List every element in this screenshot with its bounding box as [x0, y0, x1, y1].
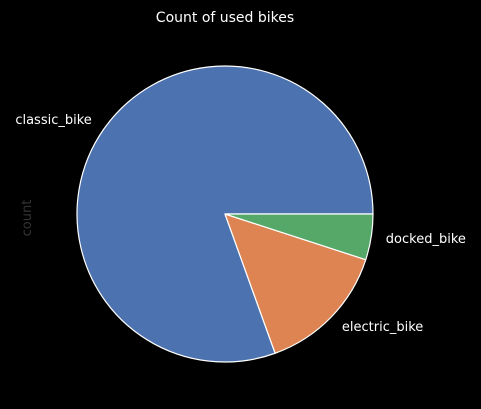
- y-axis-label: count: [20, 200, 35, 237]
- pie-slice-docked-bike: [224, 213, 374, 261]
- slice-label-electric-bike: electric_bike: [342, 320, 423, 335]
- pie-labels: classic_bike electric_bike docked_bike: [15, 113, 466, 335]
- chart-title: Count of used bikes: [156, 10, 294, 26]
- pie-slices: [76, 65, 374, 363]
- slice-label-classic-bike: classic_bike: [15, 113, 91, 128]
- slice-label-docked-bike: docked_bike: [386, 232, 466, 247]
